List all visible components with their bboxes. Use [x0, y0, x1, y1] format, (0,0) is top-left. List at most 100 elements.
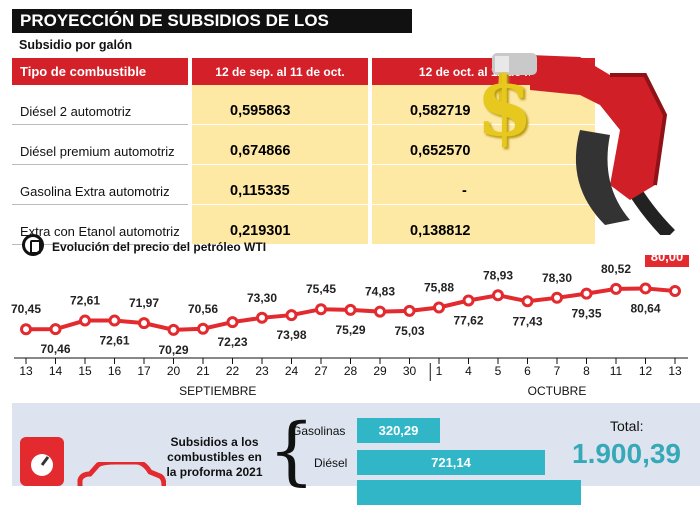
- fuel-name: Extra con Etanol automotriz: [12, 205, 188, 245]
- table-row: Extra con Etanol automotriz 0,219301 0,1…: [12, 205, 595, 245]
- data-label: 70,29: [158, 343, 188, 357]
- data-label: 73,98: [276, 328, 306, 342]
- x-tick-label: 23: [255, 364, 269, 378]
- x-tick-label: 29: [373, 364, 387, 378]
- x-tick-label: 24: [285, 364, 299, 378]
- data-point: [197, 322, 209, 335]
- data-label: 70,56: [188, 302, 218, 316]
- x-tick-label: 21: [196, 364, 210, 378]
- fuel-nozzle-icon: [492, 53, 675, 235]
- data-point: [20, 323, 32, 336]
- bottom-item-bar: [357, 480, 581, 505]
- data-label: 71,97: [129, 296, 159, 310]
- data-point: [315, 303, 327, 316]
- x-tick-label: 11: [610, 364, 623, 378]
- data-label: 73,30: [247, 291, 277, 305]
- subsidy-value-1: 0,219301: [188, 205, 368, 245]
- data-label: 79,35: [571, 307, 601, 321]
- data-label: 77,62: [453, 314, 483, 328]
- data-point: [256, 311, 268, 324]
- data-point: [580, 287, 593, 300]
- data-point: [403, 304, 416, 317]
- data-label: 75,45: [306, 282, 336, 296]
- total-value: 1.900,39: [572, 438, 681, 469]
- dollar-sign-icon: $: [476, 59, 534, 155]
- subsidy-value-1: 0,674866: [188, 125, 368, 165]
- data-point: [492, 289, 504, 302]
- bottom-item-label: Diésel: [314, 456, 348, 470]
- oil-barrel-icon: [22, 234, 44, 256]
- data-point: [226, 316, 239, 329]
- data-label: 80,64: [630, 301, 660, 315]
- x-tick-label: 8: [583, 364, 590, 378]
- data-label: 75,03: [394, 324, 424, 338]
- month-label: OCTUBRE: [528, 384, 587, 398]
- x-tick-label: 5: [495, 364, 502, 378]
- data-point: [433, 301, 445, 314]
- x-tick-label: 4: [465, 364, 472, 378]
- data-point: [639, 282, 652, 295]
- data-point: [521, 295, 534, 308]
- data-point: [374, 305, 386, 318]
- subsidy-value-1: 0,595863: [188, 85, 368, 125]
- table-row: Gasolina Extra automotriz 0,115335 -: [12, 165, 595, 205]
- chart-title: Evolución del precio del petróleo WTI: [52, 240, 267, 254]
- x-tick-label: 20: [167, 364, 181, 378]
- x-tick-label: 1: [436, 364, 443, 378]
- data-point: [344, 303, 357, 316]
- data-label: 80,00: [651, 255, 684, 264]
- bottom-item-bar: 320,29: [357, 418, 440, 443]
- x-tick-label: 14: [49, 364, 63, 378]
- fuel-pump-icon: [20, 437, 64, 486]
- x-tick-label: 22: [226, 364, 240, 378]
- month-label: SEPTIEMBRE: [179, 384, 256, 398]
- x-tick-label: 13: [19, 364, 33, 378]
- total-label: Total:: [610, 418, 644, 434]
- data-point: [108, 314, 121, 327]
- x-tick-label: 17: [137, 364, 151, 378]
- subsidy-value-2: 0,652570: [368, 125, 595, 165]
- data-label: 70,45: [11, 302, 41, 316]
- data-point: [669, 285, 681, 297]
- x-tick-label: 13: [668, 364, 682, 378]
- header-period-1: 12 de sep. al 11 de oct.: [188, 58, 368, 85]
- bottom-panel: [12, 403, 700, 486]
- x-tick-label: 12: [639, 364, 653, 378]
- header-fuel-type: Tipo de combustible: [12, 58, 188, 85]
- fuel-name: Diésel 2 automotriz: [12, 85, 188, 125]
- data-label: 75,29: [335, 323, 365, 337]
- fuel-name: Diésel premium automotriz: [12, 125, 188, 165]
- x-tick-label: 30: [403, 364, 417, 378]
- data-label: 75,88: [424, 280, 454, 294]
- data-label: 72,23: [217, 335, 247, 349]
- data-label: 77,43: [512, 314, 542, 328]
- x-tick-label: 27: [314, 364, 328, 378]
- page-title: PROYECCIÓN DE SUBSIDIOS DE LOS COMBUSTIB…: [12, 9, 412, 54]
- bottom-item-bar: 721,14: [357, 450, 545, 475]
- fuel-name: Gasolina Extra automotriz: [12, 165, 188, 205]
- data-point: [138, 317, 150, 330]
- subsidy-value-2: 0,138812: [368, 205, 595, 245]
- data-label: 80,52: [601, 262, 631, 276]
- data-point: [167, 323, 180, 336]
- data-label: 74,83: [365, 285, 395, 299]
- data-point: [551, 291, 563, 304]
- brace-icon: {: [268, 408, 316, 494]
- table-subtitle: Subsidio por galón: [19, 38, 133, 52]
- data-label: 72,61: [99, 334, 129, 348]
- data-point: [285, 309, 298, 322]
- subsidy-value-1: 0,115335: [188, 165, 368, 205]
- car-icon: [77, 462, 166, 486]
- x-tick-label: 15: [78, 364, 92, 378]
- table-row: Diésel premium automotriz 0,674866 0,652…: [12, 125, 595, 165]
- data-label: 78,93: [483, 268, 513, 282]
- data-label: 78,30: [542, 271, 572, 285]
- data-point: [462, 294, 475, 307]
- data-point: [79, 314, 91, 327]
- subsidy-value-2: -: [368, 165, 595, 205]
- data-label: 72,61: [70, 294, 100, 308]
- x-tick-label: 7: [554, 364, 561, 378]
- x-tick-label: 28: [344, 364, 358, 378]
- x-tick-label: 16: [108, 364, 122, 378]
- data-point: [610, 282, 622, 295]
